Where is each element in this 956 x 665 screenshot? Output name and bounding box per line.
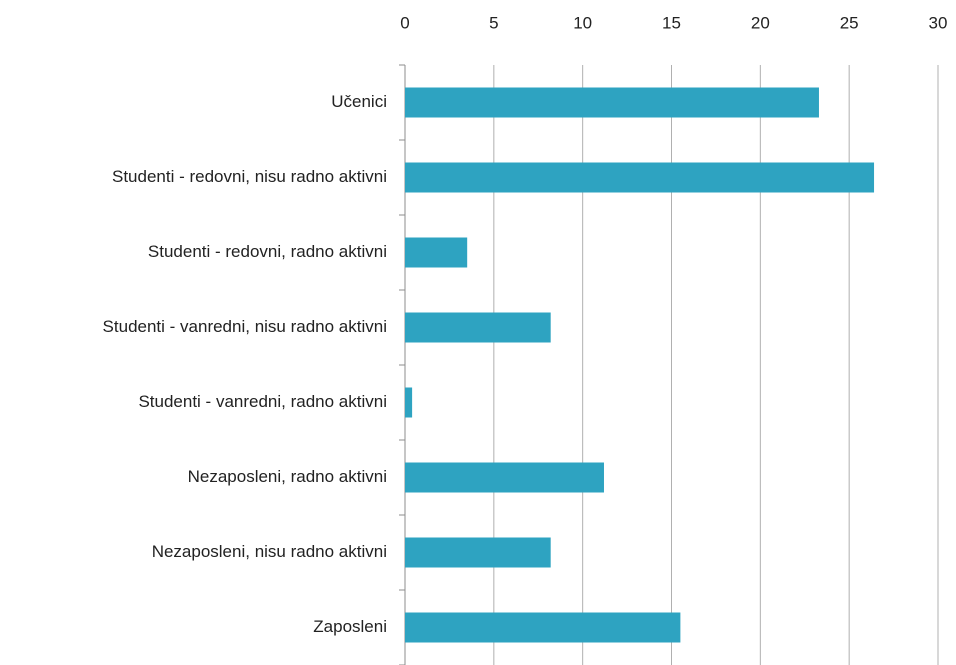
y-tick-label: Studenti - vanredni, radno aktivni [138,392,387,411]
bar [405,462,604,493]
x-tick-label: 20 [751,13,770,32]
bar [405,162,875,193]
y-tick-label: Studenti - redovni, nisu radno aktivni [112,167,387,186]
y-tick-label: Učenici [331,92,387,111]
x-tick-label: 25 [840,13,859,32]
bar [405,312,551,343]
x-tick-label: 10 [573,13,592,32]
bar [405,612,681,643]
bar [405,87,819,118]
bar [405,537,551,568]
x-tick-label: 15 [662,13,681,32]
y-tick-label: Studenti - redovni, radno aktivni [148,242,387,261]
y-tick-label: Nezaposleni, radno aktivni [188,467,387,486]
x-tick-label: 30 [929,13,948,32]
y-tick-label: Studenti - vanredni, nisu radno aktivni [103,317,387,336]
x-tick-label: 5 [489,13,498,32]
y-tick-label: Zaposleni [313,617,387,636]
y-tick-label: Nezaposleni, nisu radno aktivni [152,542,387,561]
bar [405,387,413,418]
bar [405,237,468,268]
x-tick-label: 0 [400,13,409,32]
